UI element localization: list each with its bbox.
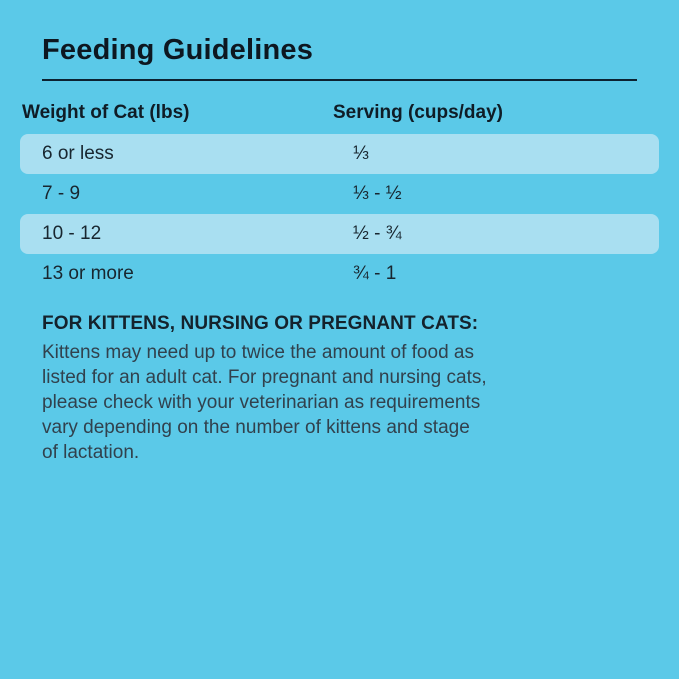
weight-cell: 7 - 9	[42, 183, 81, 204]
kitten-note-section: FOR KITTENS, NURSING OR PREGNANT CATS: K…	[0, 313, 679, 465]
serving-cell: ⅓	[353, 143, 369, 164]
kitten-note-line: vary depending on the number of kittens …	[42, 417, 470, 438]
weight-cell: 10 - 12	[42, 223, 102, 244]
serving-cell: ¾ - 1	[353, 263, 397, 284]
weight-cell: 6 or less	[42, 143, 114, 164]
table-row: 6 or less ⅓	[20, 134, 659, 174]
table-row: 7 - 9 ⅓ - ½	[20, 174, 659, 214]
serving-cell: ½ - ¾	[353, 223, 402, 244]
kitten-note-heading: FOR KITTENS, NURSING OR PREGNANT CATS:	[42, 313, 479, 334]
column-header-weight: Weight of Cat (lbs)	[22, 102, 190, 123]
kitten-note-line: please check with your veterinarian as r…	[42, 392, 481, 413]
table-row: 13 or more ¾ - 1	[20, 254, 659, 294]
table-header-row: Weight of Cat (lbs) Serving (cups/day)	[0, 101, 679, 125]
column-header-serving: Serving (cups/day)	[333, 102, 503, 123]
title-underline-rule	[42, 79, 637, 81]
feeding-table: 6 or less ⅓ 7 - 9 ⅓ - ½ 10 - 12 ½ - ¾ 13…	[20, 134, 659, 294]
kitten-note-line: listed for an adult cat. For pregnant an…	[42, 367, 487, 388]
table-row: 10 - 12 ½ - ¾	[20, 214, 659, 254]
kitten-note-line: of lactation.	[42, 442, 140, 463]
kitten-note-line: Kittens may need up to twice the amount …	[42, 342, 474, 363]
serving-cell: ⅓ - ½	[353, 183, 402, 204]
weight-cell: 13 or more	[42, 263, 134, 284]
kitten-note-paragraph: Kittens may need up to twice the amount …	[42, 340, 637, 465]
page-title: Feeding Guidelines	[42, 34, 314, 66]
